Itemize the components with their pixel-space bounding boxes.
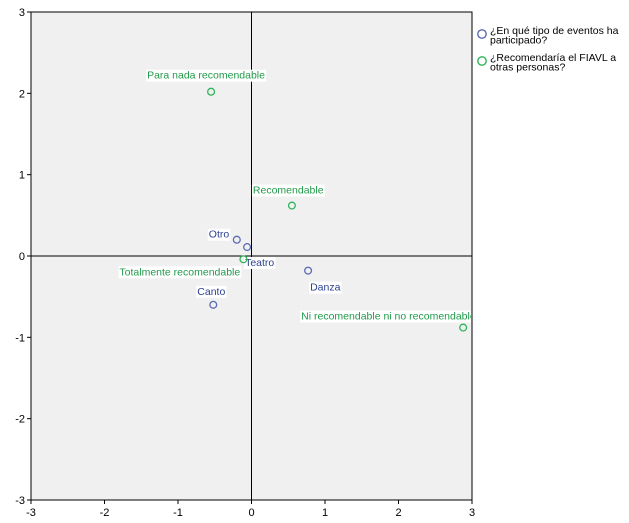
y-tick-label: 2: [19, 88, 25, 100]
data-points: Otro Teatro Danza Canto Para nada recomendab…: [118, 69, 476, 332]
y-tick-label: 1: [19, 170, 25, 182]
data-point-label: Para nada recomendable: [147, 70, 265, 82]
y-tick-label: 3: [19, 7, 25, 19]
data-point-label-background: [300, 310, 471, 323]
data-point-label-background: [309, 281, 342, 294]
data-point-label-background: [244, 257, 276, 270]
legend-entry-text: ¿En qué tipo de eventos ha: [490, 25, 619, 37]
data-point-marker: [209, 300, 218, 309]
legend-entry-text: ¿Recomendaría el FIAVL a: [490, 52, 616, 64]
data-point-label-background: [196, 285, 227, 298]
legend-marker: [477, 56, 487, 66]
x-tick-label: -2: [100, 507, 110, 519]
x-tick-label: -3: [26, 507, 36, 519]
x-tick-label: 1: [322, 507, 328, 519]
data-point-label: Otro: [209, 229, 230, 241]
data-point-label: Ni recomendable ni no recomendable: [301, 311, 476, 323]
legend-entry-text: otras personas?: [490, 62, 565, 74]
data-point-label-background: [146, 69, 267, 82]
data-point-marker: [232, 235, 241, 244]
x-tick-label: 2: [395, 507, 401, 519]
data-point-label: Canto: [197, 286, 225, 298]
x-tick-label: 0: [248, 507, 254, 519]
data-point-marker: [207, 87, 216, 96]
y-tick-label: -3: [15, 495, 25, 507]
legend-entry-text: participado?: [490, 35, 547, 47]
data-point-label-background: [118, 266, 242, 279]
data-point-label-background: [207, 228, 231, 241]
y-tick-label: -1: [15, 332, 25, 344]
data-point-marker: [459, 323, 468, 332]
data-point-label: Danza: [310, 282, 341, 294]
data-point-label: Teatro: [245, 257, 274, 269]
data-point-label: Totalmente recomendable: [119, 266, 240, 278]
legend-marker: [477, 29, 487, 39]
data-point-label-background: [251, 184, 325, 197]
data-point-marker: [287, 201, 296, 210]
data-point-marker: [239, 255, 248, 264]
data-point-label: Recomendable: [253, 185, 324, 197]
x-tick-label: 3: [469, 507, 475, 519]
axes: -3 -2 -1 0 1 2 3 -3 -2 -1 0 1 2 3: [15, 7, 475, 519]
x-tick-label: -1: [173, 507, 183, 519]
data-point-marker: [304, 266, 313, 275]
data-point-marker: [243, 243, 252, 252]
y-tick-label: -2: [15, 414, 25, 426]
y-tick-label: 0: [19, 251, 25, 263]
